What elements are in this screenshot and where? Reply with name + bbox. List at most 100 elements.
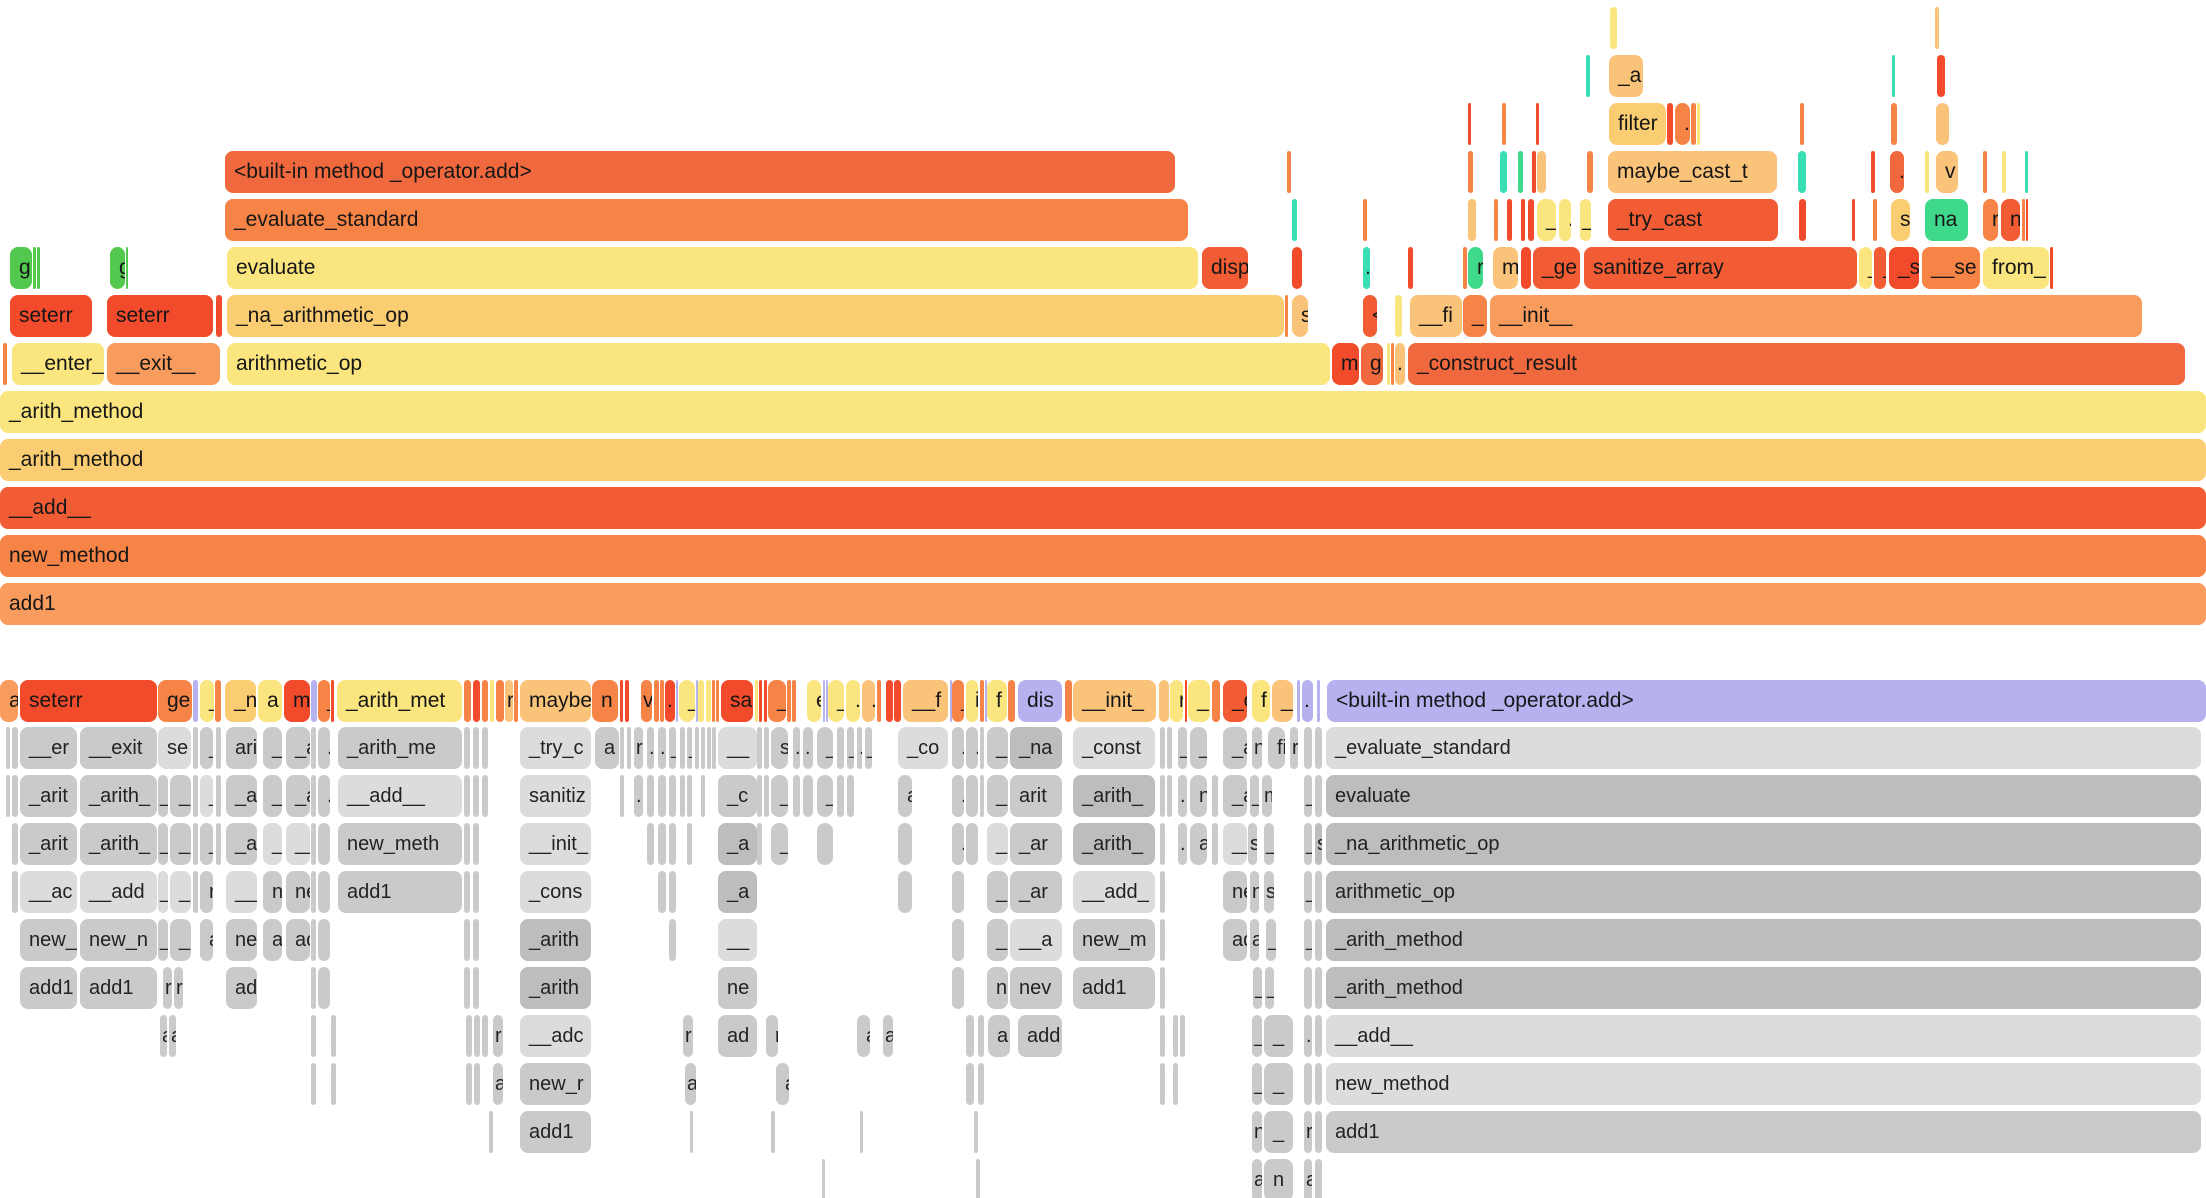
flamegraph-frame[interactable]: _ge — [1533, 247, 1580, 289]
inverted-flamegraph-frame[interactable] — [473, 871, 479, 913]
inverted-flamegraph-frame[interactable] — [12, 727, 18, 769]
inverted-flamegraph-frame[interactable]: n — [1190, 775, 1207, 817]
inverted-flamegraph-frame[interactable]: n — [1264, 1159, 1293, 1198]
inverted-flamegraph-frame[interactable]: _ — [1304, 775, 1312, 817]
inverted-flamegraph-frame[interactable]: r — [1304, 1111, 1312, 1153]
flamegraph-frame[interactable] — [1983, 151, 1987, 193]
inverted-flamegraph-frame[interactable] — [1160, 775, 1165, 817]
inverted-flamegraph-frame[interactable] — [482, 727, 488, 769]
inverted-flamegraph-root[interactable]: e — [807, 680, 821, 722]
inverted-flamegraph-frame[interactable]: . — [952, 775, 964, 817]
flamegraph-frame[interactable] — [1691, 103, 1696, 145]
flamegraph-frame[interactable]: . — [1363, 247, 1370, 289]
inverted-flamegraph-frame[interactable]: _ — [1252, 1063, 1262, 1105]
inverted-flamegraph-frame[interactable]: _ — [987, 823, 1008, 865]
inverted-flamegraph-frame[interactable]: _arith_ — [1073, 823, 1155, 865]
flamegraph-frame[interactable] — [1363, 199, 1367, 241]
inverted-flamegraph-frame[interactable]: __init_ — [520, 823, 591, 865]
flamegraph-frame[interactable] — [1800, 103, 1804, 145]
flamegraph-frame[interactable] — [1500, 151, 1507, 193]
inverted-flamegraph-frame[interactable]: _arith_ — [80, 775, 157, 817]
inverted-flamegraph-frame[interactable] — [1173, 1015, 1178, 1057]
inverted-flamegraph-frame[interactable] — [318, 919, 330, 961]
inverted-flamegraph-frame[interactable]: _ — [200, 775, 213, 817]
inverted-flamegraph-frame[interactable]: __er — [20, 727, 77, 769]
inverted-flamegraph-frame[interactable] — [771, 1111, 775, 1153]
inverted-flamegraph-frame[interactable]: _a — [1223, 727, 1247, 769]
flamegraph-frame[interactable] — [1871, 151, 1875, 193]
inverted-flamegraph-frame[interactable]: . — [1178, 823, 1187, 865]
inverted-flamegraph-frame[interactable]: . — [1178, 775, 1187, 817]
inverted-flamegraph-frame[interactable] — [311, 727, 316, 769]
inverted-flamegraph-root[interactable]: r — [505, 680, 513, 722]
inverted-flamegraph-frame[interactable]: a — [685, 1063, 696, 1105]
inverted-flamegraph-frame[interactable]: _c — [718, 775, 757, 817]
inverted-flamegraph-frame[interactable] — [482, 1015, 488, 1057]
inverted-flamegraph-root[interactable] — [980, 680, 984, 722]
inverted-flamegraph-frame[interactable] — [1315, 871, 1322, 913]
inverted-flamegraph-frame[interactable]: _ — [200, 727, 213, 769]
inverted-flamegraph-frame[interactable]: . — [857, 727, 862, 769]
flamegraph-frame[interactable] — [1391, 343, 1394, 385]
inverted-flamegraph-frame[interactable]: __ — [226, 871, 257, 913]
inverted-flamegraph-root[interactable] — [496, 680, 504, 722]
inverted-flamegraph-root[interactable] — [894, 680, 901, 722]
inverted-flamegraph-frame[interactable] — [464, 727, 470, 769]
flamegraph-frame[interactable]: r — [1468, 247, 1483, 289]
inverted-flamegraph-frame[interactable]: sanitiz — [520, 775, 591, 817]
inverted-flamegraph-frame[interactable]: ad — [1223, 919, 1247, 961]
inverted-flamegraph-frame[interactable]: _ — [1304, 823, 1312, 865]
inverted-flamegraph-frame[interactable]: _arith_ — [80, 823, 157, 865]
inverted-flamegraph-root[interactable]: i — [966, 680, 978, 722]
flamegraph-frame[interactable]: seterr — [107, 295, 213, 337]
inverted-flamegraph-frame[interactable] — [464, 967, 470, 1009]
inverted-flamegraph-frame[interactable]: __ — [718, 919, 757, 961]
inverted-flamegraph-frame[interactable]: _a — [286, 775, 310, 817]
flamegraph-frame[interactable]: . — [1395, 343, 1405, 385]
inverted-flamegraph-frame[interactable]: ne — [226, 919, 257, 961]
inverted-flamegraph-root[interactable]: sa — [721, 680, 753, 722]
inverted-flamegraph-frame[interactable]: _ — [158, 919, 168, 961]
inverted-flamegraph-frame[interactable]: _ — [771, 823, 788, 865]
inverted-flamegraph-frame[interactable]: __ac — [20, 871, 77, 913]
inverted-flamegraph-frame[interactable] — [1212, 775, 1218, 817]
inverted-flamegraph-frame[interactable] — [687, 823, 692, 865]
inverted-flamegraph-root[interactable] — [625, 680, 629, 722]
inverted-flamegraph-root[interactable]: . — [846, 680, 860, 722]
inverted-flamegraph-frame[interactable] — [980, 727, 984, 769]
inverted-flamegraph-frame[interactable]: _ — [987, 727, 1008, 769]
flamegraph-frame[interactable]: . — [1890, 151, 1904, 193]
inverted-flamegraph-frame[interactable]: _ — [1252, 1015, 1262, 1057]
inverted-flamegraph-frame[interactable]: . — [803, 727, 813, 769]
flamegraph-frame[interactable]: g — [1361, 343, 1383, 385]
inverted-flamegraph-root[interactable] — [787, 680, 791, 722]
flamegraph-frame[interactable] — [1936, 103, 1949, 145]
inverted-flamegraph-frame[interactable] — [822, 1159, 825, 1198]
inverted-flamegraph-root[interactable] — [712, 680, 715, 722]
flamegraph-frame[interactable] — [1587, 151, 1593, 193]
inverted-flamegraph-frame[interactable]: new_meth — [338, 823, 462, 865]
flamegraph-frame[interactable] — [1799, 199, 1806, 241]
inverted-flamegraph-root[interactable] — [482, 680, 488, 722]
inverted-flamegraph-frame[interactable] — [318, 871, 330, 913]
inverted-flamegraph-frame[interactable] — [1304, 727, 1312, 769]
inverted-flamegraph-frame[interactable] — [311, 967, 316, 1009]
inverted-flamegraph-frame[interactable]: new_ — [20, 919, 77, 961]
inverted-flamegraph-frame[interactable]: . — [318, 727, 330, 769]
inverted-flamegraph-frame[interactable]: arithmetic_op — [1326, 871, 2201, 913]
inverted-flamegraph-frame[interactable] — [311, 775, 316, 817]
inverted-flamegraph-frame[interactable] — [1160, 871, 1165, 913]
inverted-flamegraph-frame[interactable]: _ar — [1010, 871, 1062, 913]
inverted-flamegraph-frame[interactable] — [1315, 919, 1322, 961]
inverted-flamegraph-frame[interactable] — [1167, 775, 1172, 817]
inverted-flamegraph-frame[interactable]: . — [647, 727, 654, 769]
inverted-flamegraph-frame[interactable]: a — [1190, 823, 1207, 865]
inverted-flamegraph-frame[interactable] — [974, 1111, 978, 1153]
inverted-flamegraph-frame[interactable]: _arith_me — [338, 727, 462, 769]
inverted-flamegraph-frame[interactable] — [669, 871, 676, 913]
inverted-flamegraph-root[interactable] — [1297, 680, 1300, 722]
inverted-flamegraph-frame[interactable]: ac — [286, 919, 310, 961]
inverted-flamegraph-frame[interactable] — [966, 823, 978, 865]
inverted-flamegraph-frame[interactable]: a — [1250, 919, 1259, 961]
inverted-flamegraph-root[interactable]: _ — [679, 680, 695, 722]
